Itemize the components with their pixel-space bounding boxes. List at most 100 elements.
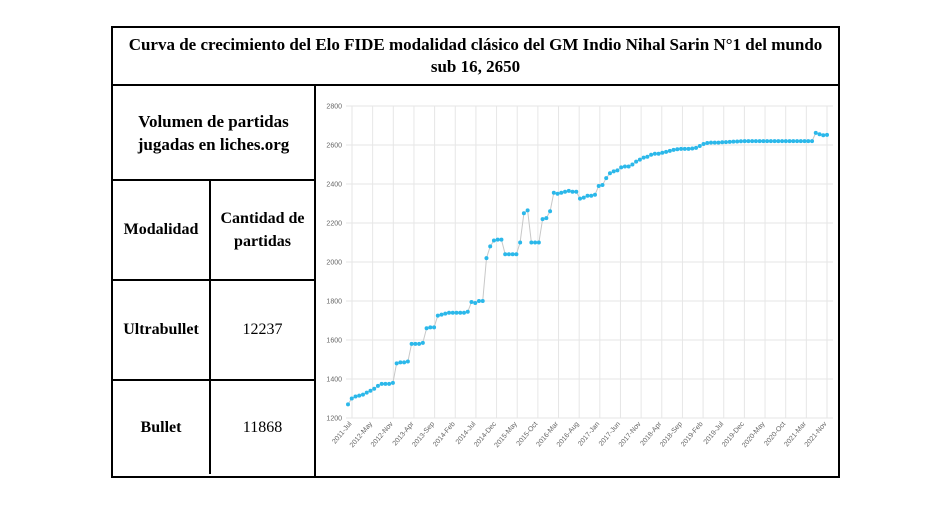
elo-chart-svg: 1200140016001800200022002400260028002011… — [326, 104, 833, 449]
data-point — [488, 244, 493, 249]
data-point — [694, 145, 699, 150]
y-tick-label: 1800 — [326, 299, 342, 306]
data-point — [458, 310, 463, 315]
data-point — [357, 393, 362, 398]
data-point — [346, 402, 350, 407]
data-point — [641, 155, 646, 160]
data-point — [585, 193, 590, 198]
data-point — [622, 164, 627, 169]
data-point — [349, 396, 354, 401]
y-tick-label: 1600 — [326, 338, 342, 345]
data-point — [491, 238, 496, 243]
data-point — [656, 151, 661, 156]
data-point — [405, 359, 410, 364]
data-point — [525, 208, 530, 213]
data-point — [375, 383, 380, 388]
data-point — [435, 313, 440, 318]
data-point — [506, 252, 511, 257]
x-tick-label: 2019-Feb — [680, 421, 705, 449]
data-point — [723, 140, 728, 145]
data-point — [697, 143, 702, 148]
data-point — [607, 171, 612, 176]
stats-table: Volumen de partidas jugadas en liches.or… — [113, 86, 316, 476]
data-point — [379, 381, 384, 386]
data-point — [495, 237, 500, 242]
data-point — [521, 211, 526, 216]
figure-title: Curva de crecimiento del Elo FIDE modali… — [113, 28, 838, 86]
data-point — [439, 312, 444, 317]
data-point — [402, 360, 407, 365]
data-point — [566, 188, 571, 193]
data-point — [592, 192, 597, 197]
data-point — [514, 252, 519, 257]
data-point — [742, 139, 747, 144]
data-point — [447, 310, 452, 315]
data-point — [701, 142, 706, 147]
data-point — [563, 189, 568, 194]
data-point — [368, 388, 373, 393]
table-cell-modalidad-ultrabullet: Ultrabullet — [113, 281, 211, 381]
data-point — [559, 190, 564, 195]
data-point — [518, 240, 523, 245]
data-point — [720, 140, 725, 145]
y-tick-label: 1400 — [326, 377, 342, 384]
data-point — [705, 141, 710, 146]
data-point — [432, 325, 437, 330]
data-point — [570, 189, 575, 194]
data-point — [499, 237, 504, 242]
data-point — [578, 196, 583, 201]
data-point — [791, 139, 796, 144]
data-point — [364, 390, 369, 395]
data-point — [480, 299, 485, 303]
data-point — [473, 300, 478, 305]
data-point — [798, 139, 803, 144]
data-point — [731, 139, 736, 144]
data-point — [787, 139, 792, 144]
data-point — [469, 299, 474, 304]
data-point — [716, 140, 721, 145]
data-point — [533, 240, 538, 245]
data-point — [544, 216, 549, 221]
data-point — [776, 139, 781, 144]
data-point — [765, 139, 770, 144]
data-point — [667, 148, 672, 153]
data-point — [750, 139, 755, 144]
data-point — [428, 325, 433, 330]
y-tick-label: 2000 — [326, 260, 342, 267]
data-point — [529, 240, 534, 245]
data-point — [682, 146, 687, 151]
data-point — [581, 195, 586, 200]
data-point — [671, 147, 676, 152]
data-point — [424, 326, 429, 331]
data-point — [484, 256, 489, 261]
data-point — [630, 162, 635, 167]
data-point — [761, 139, 766, 144]
data-point — [675, 147, 680, 152]
y-tick-label: 2800 — [326, 104, 342, 111]
data-point — [510, 252, 515, 257]
data-point — [821, 133, 826, 138]
data-point — [660, 150, 665, 155]
data-point — [817, 132, 822, 137]
data-point — [413, 341, 418, 346]
data-point — [634, 159, 639, 164]
data-point — [664, 149, 669, 154]
data-point — [679, 146, 684, 151]
data-point — [387, 381, 392, 386]
data-point — [450, 310, 455, 315]
table-cell-cantidad-ultrabullet: 12237 — [211, 281, 314, 381]
data-point — [637, 157, 642, 162]
elo-chart: 1200 1400 1600 1800 2000 2200 2400 2600 2800 2011… — [316, 86, 838, 476]
data-point — [690, 146, 695, 151]
data-point — [390, 380, 395, 385]
data-point — [686, 146, 691, 151]
y-tick-label: 2400 — [326, 182, 342, 189]
table-cell-cantidad-bullet: 11868 — [242, 418, 283, 436]
data-point — [555, 191, 560, 196]
data-point — [600, 182, 605, 187]
data-point — [596, 183, 601, 188]
y-tick-label: 2600 — [326, 143, 342, 150]
data-point — [802, 139, 807, 144]
data-point — [753, 139, 758, 144]
data-point — [409, 341, 414, 346]
